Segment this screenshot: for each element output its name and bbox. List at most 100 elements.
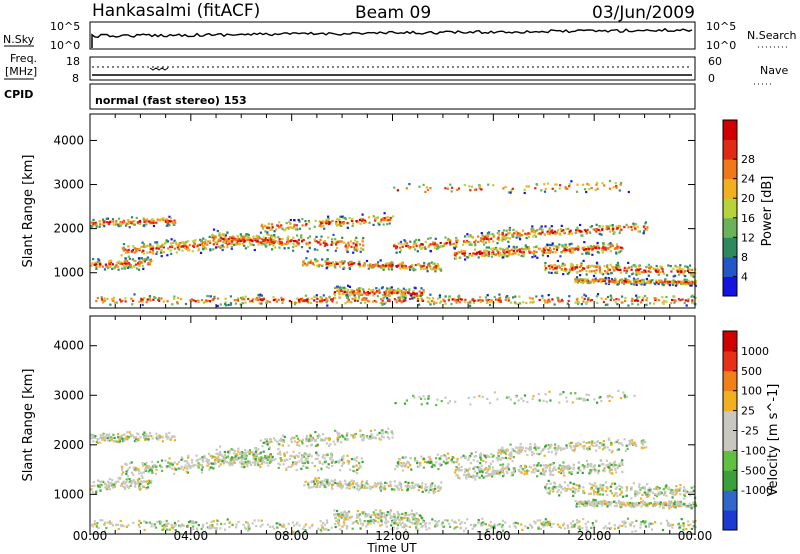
scatter-cell — [164, 459, 167, 462]
scatter-cell — [105, 221, 108, 224]
scatter-cell — [486, 454, 489, 457]
scatter-cell — [497, 299, 500, 302]
scatter-cell — [400, 265, 403, 268]
scatter-cell — [385, 293, 388, 296]
scatter-cell — [429, 267, 432, 270]
scatter-cell — [180, 245, 183, 248]
scatter-cell — [100, 436, 103, 439]
scatter-cell — [132, 473, 135, 476]
scatter-cell — [486, 254, 489, 257]
scatter-cell — [316, 248, 319, 251]
scatter-cell — [369, 485, 372, 488]
scatter-cell — [297, 242, 300, 245]
scatter-cell — [357, 293, 360, 296]
scatter-cell — [318, 485, 322, 488]
scatter-cell — [405, 463, 408, 466]
scatter-cell — [300, 458, 303, 461]
scatter-cell — [352, 480, 356, 483]
scatter-cell — [147, 466, 150, 469]
scatter-cell — [485, 299, 488, 302]
scatter-cell — [346, 515, 349, 518]
scatter-cell — [595, 183, 598, 186]
scatter-cell — [169, 249, 172, 252]
scatter-cell — [399, 299, 402, 303]
scatter-cell — [410, 513, 413, 516]
scatter-cell — [358, 287, 361, 290]
scatter-cell — [409, 240, 412, 243]
scatter-cell — [346, 289, 350, 292]
scatter-cell — [301, 442, 304, 445]
scatter-cell — [339, 483, 343, 486]
scatter-cell — [614, 247, 617, 250]
scatter-cell — [147, 479, 150, 482]
scatter-cell — [231, 456, 234, 459]
scatter-cell — [667, 282, 670, 285]
scatter-cell — [247, 450, 250, 453]
scatter-cell — [229, 236, 232, 239]
scatter-cell — [99, 220, 102, 223]
scatter-cell — [547, 271, 551, 274]
scatter-cell — [479, 239, 482, 242]
scatter-cell — [325, 465, 328, 469]
scatter-cell — [422, 183, 425, 186]
scatter-cell — [637, 303, 640, 306]
scatter-cell — [562, 244, 565, 247]
scatter-cell — [383, 212, 386, 215]
scatter-cell — [199, 238, 202, 241]
scatter-cell — [130, 250, 134, 253]
scatter-cell — [430, 484, 433, 488]
scatter-cell — [631, 302, 634, 305]
scatter-cell — [276, 440, 279, 443]
scatter-cell — [384, 262, 387, 265]
scatter-cell — [218, 234, 221, 237]
scatter-cell — [137, 268, 141, 271]
scatter-cell — [379, 220, 382, 223]
scatter-cell — [653, 268, 656, 271]
scatter-cell — [262, 298, 266, 301]
scatter-cell — [532, 228, 535, 231]
scatter-cell — [134, 437, 137, 441]
scatter-cell — [260, 237, 263, 241]
scatter-cell — [351, 297, 354, 300]
scatter-cell — [352, 293, 356, 296]
scatter-cell — [335, 220, 338, 224]
scatter-cell — [588, 264, 591, 268]
scatter-cell — [451, 460, 454, 463]
scatter-cell — [611, 229, 615, 232]
scatter-cell — [506, 471, 509, 474]
scatter-cell — [436, 486, 439, 489]
scatter-cell — [507, 297, 510, 300]
scatter-cell — [200, 468, 203, 471]
scatter-cell — [92, 481, 95, 484]
scatter-cell — [482, 454, 486, 457]
scatter-cell — [237, 297, 240, 300]
scatter-cell — [687, 298, 690, 301]
scatter-cell — [150, 434, 153, 438]
scatter-cell — [377, 515, 381, 518]
scatter-cell — [176, 301, 179, 304]
scatter-cell — [158, 297, 161, 300]
scatter-cell — [119, 440, 122, 443]
scatter-cell — [511, 234, 515, 237]
scatter-cell — [126, 249, 129, 252]
scatter-cell — [173, 219, 176, 222]
scatter-cell — [203, 247, 206, 250]
scatter-cell — [520, 234, 523, 237]
scatter-cell — [619, 183, 622, 186]
scatter-cell — [341, 513, 344, 516]
scatter-cell — [391, 432, 394, 436]
scatter-cell — [128, 478, 131, 481]
scatter-cell — [330, 486, 334, 489]
scatter-cell — [520, 251, 523, 254]
scatter-cell — [474, 455, 477, 458]
scatter-cell — [125, 265, 128, 268]
scatter-cell — [551, 187, 554, 190]
scatter-cell — [96, 296, 99, 300]
scatter-cell — [287, 444, 290, 447]
scatter-cell — [325, 297, 328, 300]
scatter-cell — [337, 433, 340, 436]
scatter-cell — [320, 480, 323, 483]
scatter-cell — [391, 488, 394, 491]
scatter-cell — [606, 303, 609, 306]
scatter-cell — [589, 247, 592, 250]
